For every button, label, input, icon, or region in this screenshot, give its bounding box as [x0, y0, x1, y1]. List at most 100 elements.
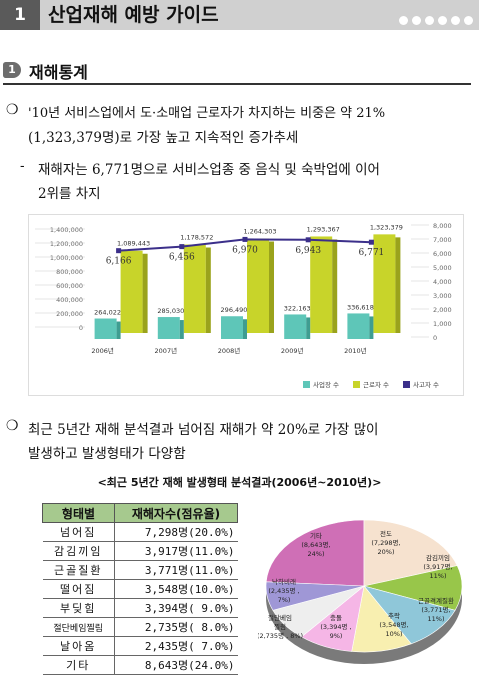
pie-slice-label: 24%) [308, 550, 325, 558]
para3-line1: 최근 5년간 재해 분석결과 넘어짐 재해가 약 20%로 가장 많이 [28, 422, 379, 438]
pie-slice-label: (8,643명, [301, 540, 330, 549]
y-left-tick-label: 200,000 [56, 310, 83, 318]
table-cell-count: 3,394명( 9.0%) [114, 598, 238, 618]
accident-point [305, 237, 311, 243]
y-right-tick-label: 7,000 [433, 236, 452, 244]
pie-slice-label-group: 근골격계질환(3,771명,11%) [418, 596, 454, 623]
table-row: 떨어짐 3,548명(10.0%) [42, 579, 238, 599]
bar-workers [183, 244, 206, 333]
accident-value-label: 6,970 [232, 245, 258, 255]
y-right-tick-label: 2,000 [433, 306, 452, 314]
y-right-tick-label: 8,000 [433, 222, 452, 230]
pie-slice-label: 20%) [378, 548, 395, 556]
header-dots-decoration [395, 10, 473, 29]
pie-slice-label: 11%) [428, 615, 445, 623]
bullet-icon: ❍ [6, 102, 19, 118]
bar-sites-side [179, 320, 184, 339]
para2-line2: 2위를 차지 [38, 186, 101, 202]
bar-workers-side [269, 241, 274, 333]
pie-slice-label: (2,735명 , 8%) [258, 631, 303, 640]
table-cell-count: 2,735명( 8.0%) [114, 617, 238, 637]
bar-workers [120, 250, 143, 333]
table-cell-count: 3,917명(11.0%) [114, 541, 238, 561]
x-category-label: 2008년 [218, 346, 241, 355]
x-category-label: 2009년 [281, 346, 304, 355]
pie-slice-label: (3,771명, [421, 605, 450, 614]
pie-slice-label-group: 충돌(3,394명 ,9%) [320, 613, 351, 640]
table-cell-type: 근골질환 [42, 560, 115, 580]
table-row: 근골질환 3,771명(11.0%) [42, 560, 238, 580]
para2-dash: - [20, 158, 25, 174]
header-bar: 1 산업재해 예방 가이드 [0, 0, 479, 30]
table-cell-type: 절단베임찔림 [42, 617, 115, 637]
bar-sites-side [306, 317, 311, 339]
pie-slice-label-group: 기타(8,643명,24%) [301, 531, 330, 558]
x-category-label: 2006년 [91, 346, 114, 355]
table-header-count: 재해자수(점유율) [113, 503, 239, 523]
bar-sites-label: 296,490 [221, 306, 248, 314]
section-title: 재해통계 [29, 63, 88, 82]
legend-swatch [403, 381, 410, 388]
bar-sites-label: 336,618 [347, 303, 374, 311]
table-row: 절단베임찔림 2,735명( 8.0%) [42, 617, 238, 637]
y-left-tick-label: 600,000 [56, 282, 83, 290]
bar-workers-label: 1,089,443 [117, 240, 150, 248]
y-right-tick-label: 5,000 [433, 264, 452, 272]
bar-workers-label: 1,264,303 [243, 227, 276, 235]
pie-slice [363, 519, 458, 587]
pie-slice-label-group: 추락(3,548명,10%) [379, 612, 408, 638]
pie-slice-label: 기타 [310, 531, 322, 540]
pie-slice-label-group: 낙하비래(2,435명 ,7%) [268, 577, 299, 604]
pie-slice-label: (3,394명 , [320, 622, 351, 631]
x-category-label: 2010년 [344, 346, 367, 355]
table-row: 부딪힘 3,394명( 9.0%) [42, 598, 238, 618]
table-cell-count: 2,435명( 7.0%) [114, 636, 238, 656]
y-left-tick-label: 1,400,000 [50, 226, 83, 234]
para1-line2: (1,323,379명)로 가장 높고 지속적인 증가추세 [28, 130, 299, 146]
pie-slice [265, 581, 365, 611]
legend-label: 근로자 수 [363, 380, 389, 389]
table-cell-count: 3,771명(11.0%) [114, 560, 238, 580]
y-right-tick-label: 0 [433, 334, 437, 342]
accident-value-label: 6,456 [169, 253, 195, 263]
table-row: 넘어짐 7,298명(20.0%) [42, 522, 238, 542]
bar-sites-side [243, 319, 247, 339]
header-number: 1 [0, 0, 40, 30]
bar-sites [284, 314, 307, 339]
pie-slice-label: 감김끼임 [426, 553, 450, 562]
bar-sites [157, 317, 180, 339]
bar-workers [373, 234, 396, 333]
section-number-icon: 1 [3, 62, 21, 78]
pie-slice-label-group: 감김끼임(3,917명,11%) [423, 553, 452, 580]
accident-point [368, 239, 374, 245]
table-cell-type: 넘어짐 [42, 522, 115, 542]
accident-type-table: 형태별 재해자수(점유율) 넘어짐 7,298명(20.0%) 감김끼임 3,917… [42, 503, 239, 675]
bar-sites-side [116, 321, 121, 339]
pie-slice-label: 낙하비래 [272, 577, 296, 586]
header-title: 산업재해 예방 가이드 [48, 4, 219, 26]
pie-slice-label: 근골격계질환 [418, 596, 454, 605]
pie-slice-label-group: 절단베임찔림(2,735명 , 8%) [258, 613, 303, 640]
pie-slice-label: (2,435명 , [268, 586, 299, 595]
pie-slice-label: 7%) [278, 596, 291, 604]
pie-slice-label: 11%) [430, 572, 447, 580]
para1-line1: '10년 서비스업에서 도·소매업 근로자가 차지하는 비중은 약 21% [28, 106, 386, 121]
pie-slice-label: 찔림 [274, 623, 286, 631]
y-left-tick-label: 1,200,000 [50, 240, 83, 248]
y-left-tick-label: 400,000 [56, 296, 83, 304]
bar-workers [247, 238, 269, 333]
pie-slice-label: 9%) [330, 632, 343, 640]
table-cell-count: 3,548명(10.0%) [114, 579, 238, 599]
bar-sites-label: 285,030 [157, 307, 184, 315]
table-header-type: 형태별 [42, 503, 115, 523]
pie-slice [363, 565, 463, 611]
bar-sites [347, 313, 370, 339]
bar-workers-side [332, 239, 338, 333]
pie-slice-label: 10%) [386, 630, 403, 638]
pie-slice-label: 추락 [388, 612, 400, 620]
pie-slice-label: 전도 [380, 529, 392, 538]
section-divider [3, 83, 471, 85]
y-left-tick-label: 0 [79, 324, 83, 332]
table-cell-type: 기타 [42, 655, 115, 675]
accident-point [116, 248, 122, 254]
